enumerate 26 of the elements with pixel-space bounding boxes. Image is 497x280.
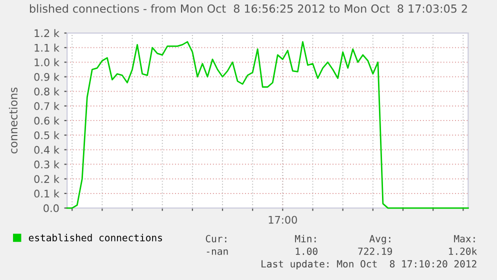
text: 1.00	[296, 248, 318, 255]
legend-label: established connections	[28, 234, 162, 242]
text: Min:	[295, 234, 316, 242]
y-tick-label: 0.2 k	[34, 174, 60, 183]
text: Last update: Mon Oct 8 17:10:20 2012	[262, 260, 476, 270]
y-tick-label: 0.8 k	[34, 87, 60, 96]
text: -nan	[206, 249, 228, 255]
y-tick-label: 1.2 k	[34, 29, 60, 37]
text: Cur:	[206, 234, 226, 242]
y-tick-label: 0.0	[44, 204, 59, 212]
y-tick-label: 0.1 k	[34, 190, 60, 198]
y-tick-label: 0.5 k	[34, 131, 60, 140]
text: Avg:	[369, 235, 390, 244]
y-tick-label: 0.9 k	[34, 72, 60, 81]
chart-title: blished connections - from Mon Oct 8 16:56:25 2012 to Mon Oct 8 17:03:05 2	[30, 4, 467, 13]
y-tick-label: 1.1 k	[34, 44, 60, 52]
y-axis-title: connections	[8, 88, 18, 154]
x-tick-label: 17:00	[268, 216, 297, 224]
y-tick-label: 1.0 k	[34, 58, 60, 66]
y-tick-label: 0.3 k	[34, 160, 60, 168]
text: Max:	[454, 235, 475, 242]
y-tick-label: 0.6 k	[34, 116, 60, 125]
text: 1.20k	[449, 247, 477, 255]
y-tick-label: 0.4 k	[34, 146, 60, 154]
y-tick-label: 0.7 k	[34, 102, 60, 110]
text: 722.19	[358, 248, 392, 255]
